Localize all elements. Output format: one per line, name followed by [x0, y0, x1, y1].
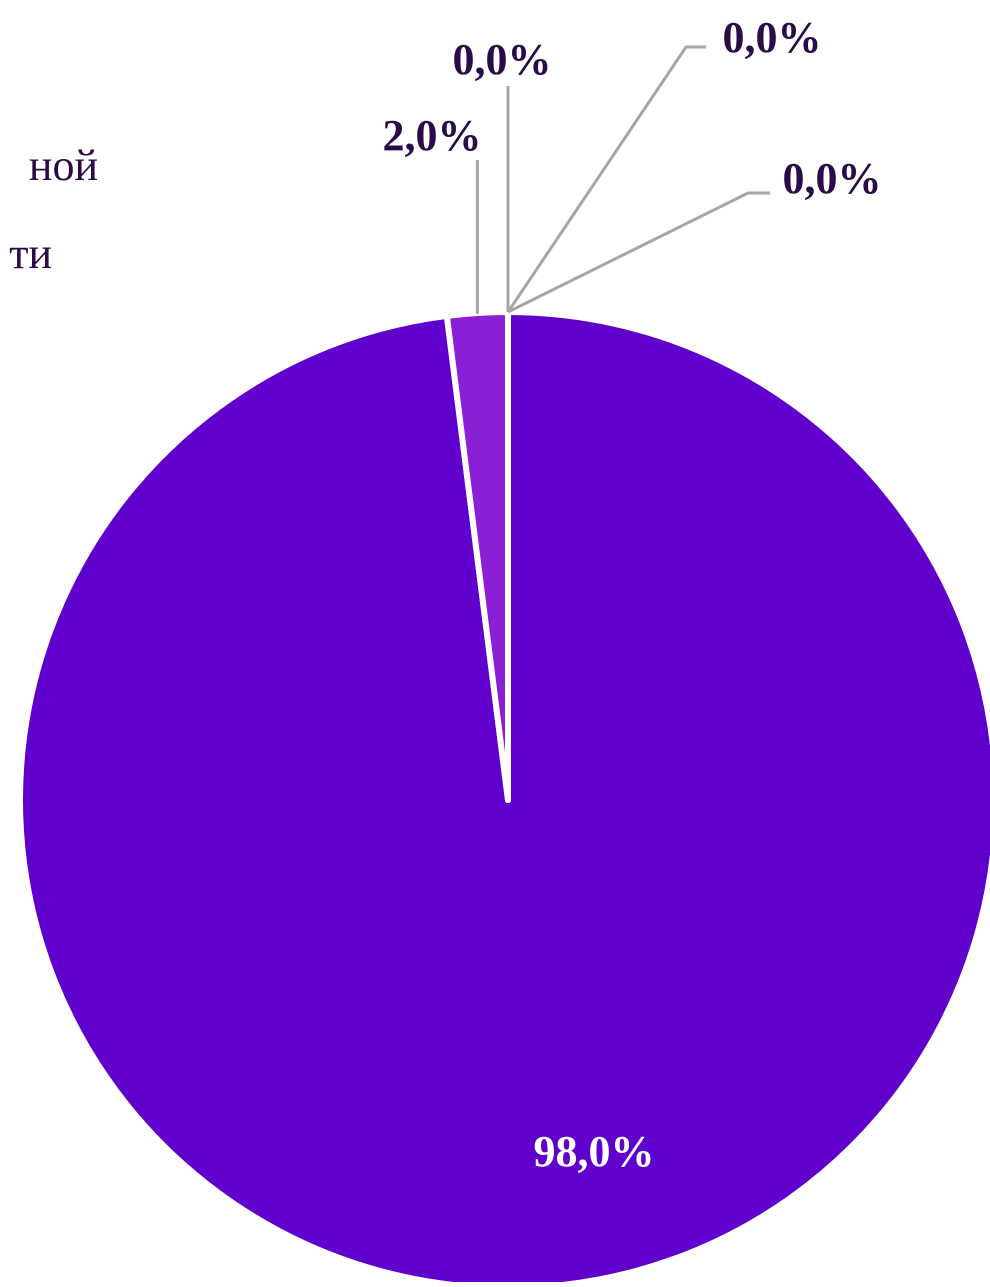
data-label-3: 0,0% — [723, 13, 822, 62]
data-label-1: 2,0% — [383, 111, 482, 160]
leader-line-3 — [506, 45, 706, 313]
data-label-4: 0,0% — [783, 154, 882, 203]
data-label-0: 98,0% — [534, 1127, 655, 1176]
data-label-2: 0,0% — [453, 35, 552, 84]
chart-title-fragment-1: ной — [28, 141, 98, 190]
chart-title-fragment-2: ти — [9, 229, 52, 278]
data-labels: 98,0% 2,0% 0,0% 0,0% 0,0% — [383, 13, 882, 1176]
leader-line-4 — [507, 191, 770, 314]
leader-lines — [475, 45, 770, 314]
pie-slices — [17, 309, 990, 1287]
